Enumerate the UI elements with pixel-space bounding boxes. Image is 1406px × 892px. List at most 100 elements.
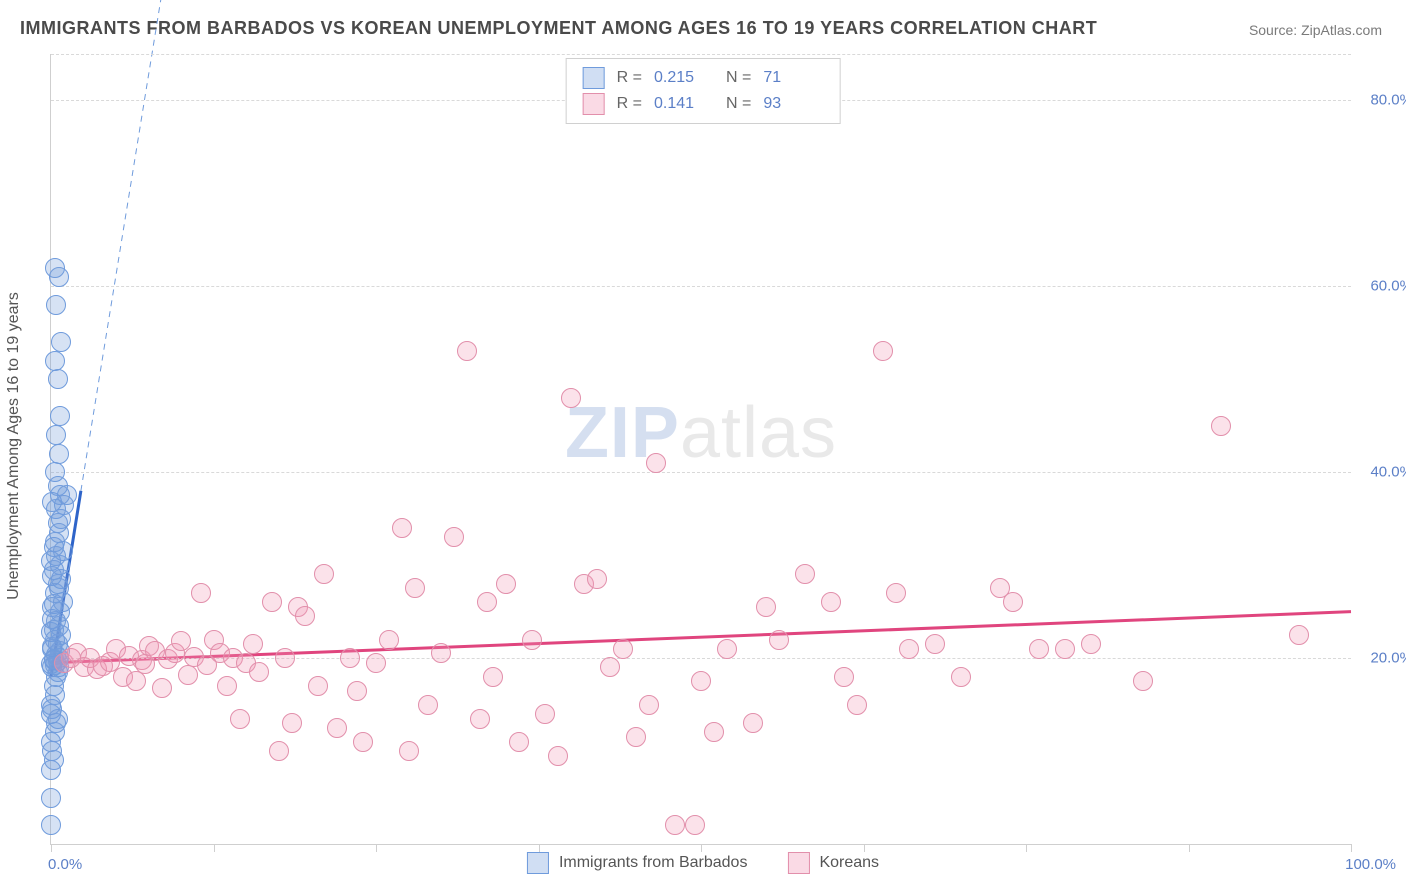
legend-row: R = 0.215 N = 71 xyxy=(583,65,824,91)
legend-r-value: 0.141 xyxy=(654,95,714,113)
legend-r-label: R = xyxy=(617,69,642,87)
data-point xyxy=(217,676,237,696)
data-point xyxy=(847,695,867,715)
data-point xyxy=(340,648,360,668)
data-point xyxy=(535,704,555,724)
x-tick xyxy=(1351,844,1352,852)
legend-row: R =0.141N =93 xyxy=(583,91,824,117)
x-tick xyxy=(1189,844,1190,852)
legend-item: Koreans xyxy=(787,852,879,874)
chart-title: IMMIGRANTS FROM BARBADOS VS KOREAN UNEMP… xyxy=(20,18,1097,39)
legend-item: Immigrants from Barbados xyxy=(527,852,748,874)
data-point xyxy=(230,709,250,729)
data-point xyxy=(496,574,516,594)
data-point xyxy=(1289,625,1309,645)
x-tick xyxy=(51,844,52,852)
data-point xyxy=(444,527,464,547)
data-point xyxy=(152,678,172,698)
data-point xyxy=(50,406,70,426)
data-point xyxy=(685,815,705,835)
data-point xyxy=(51,332,71,352)
data-point xyxy=(42,699,62,719)
y-tick-label: 20.0% xyxy=(1370,650,1406,667)
data-point xyxy=(834,667,854,687)
data-point xyxy=(49,444,69,464)
plot-area: ZIPatlas 20.0%40.0%60.0%80.0% xyxy=(50,54,1351,845)
data-point xyxy=(243,634,263,654)
data-point xyxy=(295,606,315,626)
data-point xyxy=(45,462,65,482)
legend-n-label: N = xyxy=(726,69,751,87)
y-axis-label: Unemployment Among Ages 16 to 19 years xyxy=(5,292,23,600)
data-point xyxy=(327,718,347,738)
data-point xyxy=(347,681,367,701)
data-point xyxy=(44,594,64,614)
data-point xyxy=(561,388,581,408)
data-point xyxy=(42,492,62,512)
data-point xyxy=(126,671,146,691)
legend-swatch xyxy=(583,67,605,89)
data-point xyxy=(470,709,490,729)
data-point xyxy=(717,639,737,659)
data-point xyxy=(613,639,633,659)
data-point xyxy=(457,341,477,361)
legend-n-value: 93 xyxy=(763,95,823,113)
gridline xyxy=(51,54,1351,55)
data-point xyxy=(1081,634,1101,654)
legend-label: Koreans xyxy=(819,854,879,872)
data-point xyxy=(646,453,666,473)
data-point xyxy=(587,569,607,589)
data-point xyxy=(45,258,65,278)
data-point xyxy=(743,713,763,733)
data-point xyxy=(45,351,65,371)
source-label: Source: ZipAtlas.com xyxy=(1249,22,1382,38)
data-point xyxy=(405,578,425,598)
data-point xyxy=(399,741,419,761)
data-point xyxy=(899,639,919,659)
legend-n-label: N = xyxy=(726,95,751,113)
data-point xyxy=(483,667,503,687)
data-point xyxy=(41,788,61,808)
data-point xyxy=(951,667,971,687)
x-tick xyxy=(1026,844,1027,852)
data-point xyxy=(1003,592,1023,612)
data-point xyxy=(379,630,399,650)
legend-label: Immigrants from Barbados xyxy=(559,854,748,872)
data-point xyxy=(509,732,529,752)
data-point xyxy=(821,592,841,612)
watermark: ZIPatlas xyxy=(565,392,837,474)
data-point xyxy=(1029,639,1049,659)
data-point xyxy=(269,741,289,761)
legend-n-value: 71 xyxy=(763,69,823,87)
data-point xyxy=(42,741,62,761)
data-point xyxy=(795,564,815,584)
x-tick xyxy=(214,844,215,852)
data-point xyxy=(46,425,66,445)
x-tick xyxy=(701,844,702,852)
legend-r-value: 0.215 xyxy=(654,69,714,87)
data-point xyxy=(925,634,945,654)
watermark-atlas: atlas xyxy=(680,393,837,473)
data-point xyxy=(522,630,542,650)
gridline xyxy=(51,472,1351,473)
data-point xyxy=(353,732,373,752)
data-point xyxy=(665,815,685,835)
data-point xyxy=(886,583,906,603)
x-tick xyxy=(864,844,865,852)
data-point xyxy=(178,665,198,685)
x-axis-min-label: 0.0% xyxy=(48,856,82,873)
correlation-legend: R = 0.215 N = 71R = 0.141 N = 93 xyxy=(566,58,841,124)
data-point xyxy=(477,592,497,612)
data-point xyxy=(1055,639,1075,659)
x-tick xyxy=(539,844,540,852)
legend-swatch xyxy=(527,852,549,874)
data-point xyxy=(41,815,61,835)
data-point xyxy=(48,369,68,389)
data-point xyxy=(548,746,568,766)
series-legend: Immigrants from Barbados Koreans xyxy=(527,852,879,874)
data-point xyxy=(626,727,646,747)
data-point xyxy=(366,653,386,673)
data-point xyxy=(392,518,412,538)
data-point xyxy=(249,662,269,682)
chart-container: IMMIGRANTS FROM BARBADOS VS KOREAN UNEMP… xyxy=(0,0,1406,892)
